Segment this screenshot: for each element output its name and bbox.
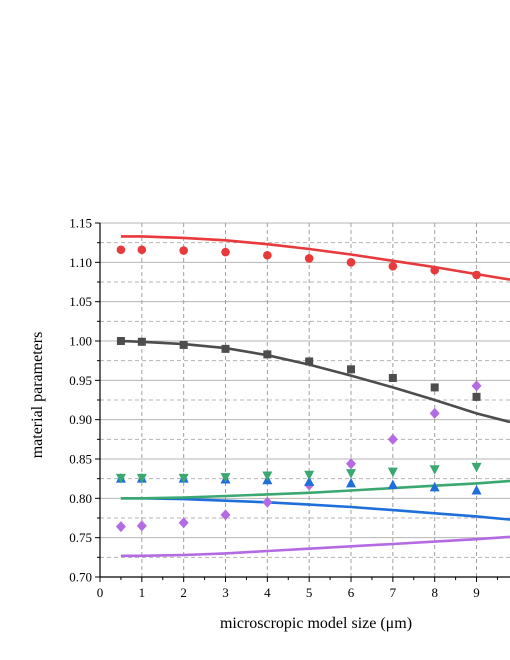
fit-curve-circle (120, 235, 510, 281)
data-point-diamond (115, 521, 126, 533)
data-point-triangle-down (304, 470, 315, 481)
fit-curve-square (120, 339, 510, 424)
data-point-triangle-down (136, 473, 147, 484)
data-point-triangle-up (471, 484, 482, 495)
y-tick-label: 0.85 (69, 452, 92, 467)
x-tick-label: 4 (264, 585, 271, 600)
x-axis-title: microscropic model size (μm) (220, 615, 412, 632)
data-point-circle (179, 246, 188, 255)
data-point-circle (137, 245, 147, 255)
data-point-circle (430, 265, 439, 275)
data-point-circle (221, 247, 230, 257)
y-tick-label: 1.10 (69, 255, 92, 270)
y-tick-label: 1.05 (69, 294, 92, 309)
fit-curve-diamond (120, 535, 510, 558)
x-tick-label: 5 (306, 585, 313, 600)
data-point-triangle-down (262, 471, 273, 482)
grid (100, 222, 510, 577)
x-tick-label: 6 (348, 585, 355, 600)
data-point-triangle-up (429, 481, 440, 492)
data-point-triangle-down (387, 467, 398, 478)
data-point-square (430, 383, 439, 392)
x-tick-label: 2 (180, 585, 187, 600)
data-point-circle (304, 254, 314, 263)
y-tick-label: 0.90 (69, 412, 92, 427)
data-point-diamond (178, 517, 189, 529)
data-point-circle (116, 245, 126, 255)
data-point-diamond (387, 433, 398, 445)
x-tick-label: 3 (222, 585, 229, 600)
data-point-square (347, 365, 356, 374)
data-point-triangle-down (346, 469, 357, 479)
fit-curve-triangle-down (120, 479, 510, 500)
data-point-circle (346, 258, 356, 267)
fit-curve-triangle-up (120, 497, 510, 521)
axes: 0.70 0.75 0.80 0.85 0.90 0.95 1.00 1.05 1.10 1.15… (69, 216, 510, 600)
data-point-circle (263, 250, 272, 260)
data-point-diamond (429, 407, 440, 419)
x-tick-label: 9 (473, 585, 480, 600)
data-point-square (221, 344, 230, 353)
data-point-square (472, 392, 481, 401)
data-point-square (388, 373, 397, 382)
data-point-triangle-down (471, 462, 482, 473)
x-tick-label: 0 (97, 585, 104, 600)
data-point-diamond (136, 520, 147, 532)
data-point-square (179, 340, 188, 349)
data-point-triangle-down (220, 473, 231, 483)
data-point-circle (388, 261, 398, 271)
data-point-square (116, 337, 125, 345)
y-tick-label: 0.80 (69, 491, 92, 506)
y-tick-label: 1.15 (69, 216, 92, 231)
data-point-diamond (346, 458, 357, 470)
data-point-triangle-up (346, 477, 357, 488)
fit-curves (120, 235, 510, 558)
data-point-square (305, 357, 314, 366)
x-tick-label: 7 (390, 585, 397, 600)
data-point-triangle-up (387, 479, 398, 489)
x-tick-label: 8 (431, 585, 438, 600)
data-point-triangle-down (115, 473, 126, 484)
data-point-triangle-up (304, 476, 315, 486)
y-tick-label: 0.95 (69, 373, 92, 388)
y-tick-label: 0.75 (69, 530, 92, 545)
data-point-diamond (220, 509, 231, 521)
data-point-diamond (262, 496, 273, 508)
data-point-square (263, 350, 272, 359)
y-tick-label: 0.70 (69, 570, 92, 585)
y-tick-label: 1.00 (69, 334, 92, 349)
data-point-triangle-down (429, 465, 440, 475)
data-point-square (137, 337, 146, 346)
x-tick-label: 1 (139, 585, 146, 600)
data-point-diamond (471, 380, 482, 392)
y-axis-title: material parameters (29, 332, 46, 459)
data-point-triangle-down (178, 473, 189, 484)
data-markers (115, 245, 482, 533)
data-point-circle (472, 270, 481, 280)
